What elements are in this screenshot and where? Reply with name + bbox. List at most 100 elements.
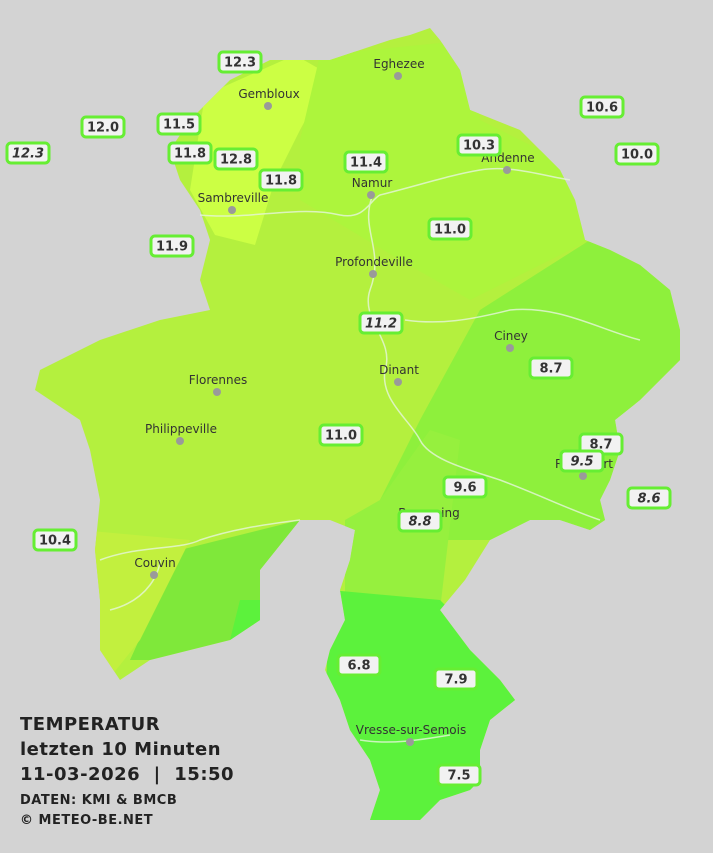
city-dot: [150, 571, 158, 579]
station-box: [397, 509, 443, 533]
city-label: Vresse-sur-Semois: [356, 723, 466, 737]
station-box: [336, 653, 382, 677]
station: 11.9: [149, 234, 195, 258]
station-value: 11.5: [163, 118, 195, 133]
station-value: 8.6: [637, 492, 660, 507]
station-value: 11.0: [434, 223, 466, 238]
river: [99, 519, 301, 561]
station-value: 10.4: [39, 534, 71, 549]
station-box: [442, 475, 488, 499]
station-box: [528, 356, 574, 380]
station-box: [156, 112, 202, 136]
station: 11.8: [258, 168, 304, 192]
station-box: [343, 150, 389, 174]
station-box: [318, 423, 364, 447]
city-label: Sambreville: [198, 191, 269, 205]
city-label: Profondeville: [335, 255, 413, 269]
city-label: Couvin: [134, 556, 175, 570]
station-box: [167, 141, 213, 165]
station: 7.9: [433, 667, 479, 691]
station: 12.3: [217, 50, 263, 74]
station-value: 11.9: [156, 240, 188, 255]
river: [404, 308, 641, 341]
station: 8.7: [528, 356, 574, 380]
station: 8.8: [397, 509, 443, 533]
station: 9.6: [442, 475, 488, 499]
river: [359, 734, 451, 743]
station-box: [456, 133, 502, 157]
station-box: [626, 486, 672, 510]
station-value: 9.5: [570, 455, 593, 470]
zone: [70, 530, 190, 690]
city-label: Ciney: [494, 329, 528, 343]
station: 12.8: [213, 147, 259, 171]
legend-source: DATEN: KMI & BMCB: [20, 793, 177, 808]
legend-copyright: © METEO-BE.NET: [20, 813, 153, 828]
station-value: 12.3: [12, 147, 44, 162]
station-box: [559, 449, 605, 473]
city-dot: [213, 388, 221, 396]
station-box: [213, 147, 259, 171]
city-dot: [579, 472, 587, 480]
station-box: [427, 217, 473, 241]
zone: [190, 55, 330, 245]
station-value: 11.8: [265, 174, 297, 189]
station: 10.3: [456, 133, 502, 157]
station: 8.7: [578, 432, 624, 456]
station-value: 6.8: [347, 659, 370, 674]
river: [109, 559, 161, 611]
station-box: [436, 763, 482, 787]
station-value: 8.7: [589, 438, 612, 453]
legend-subtitle: letzten 10 Minuten: [20, 739, 221, 760]
station-box: [80, 115, 126, 139]
station-value: 12.3: [224, 56, 256, 71]
station: 11.8: [167, 141, 213, 165]
city-dot: [367, 191, 375, 199]
station-box: [32, 528, 78, 552]
station-value: 11.4: [350, 156, 382, 171]
station-box: [614, 142, 660, 166]
station-box: [258, 168, 304, 192]
stations: 12.3 10.6 12.0 11.5 10.3 12.3 11.8 12.8 11.4 10.0…: [5, 50, 672, 787]
city-label: Dinant: [379, 363, 419, 377]
station: 9.5: [559, 449, 605, 473]
station-value: 7.9: [444, 673, 467, 688]
station-box: [358, 311, 404, 335]
city-dot: [264, 102, 272, 110]
city-label: Namur: [352, 176, 393, 190]
station-value: 12.8: [220, 153, 252, 168]
station-value: 10.6: [586, 101, 618, 116]
station: 12.3: [5, 141, 51, 165]
city-dot: [503, 166, 511, 174]
legend-timestamp: 11-03-2026 | 15:50: [20, 764, 234, 785]
city-label: Florennes: [189, 373, 247, 387]
station-box: [579, 95, 625, 119]
station: 11.0: [318, 423, 364, 447]
city-dot: [394, 378, 402, 386]
city-dot: [176, 437, 184, 445]
station-box: [149, 234, 195, 258]
station: 8.6: [626, 486, 672, 510]
station-value: 9.6: [453, 481, 476, 496]
city-label: Gembloux: [238, 87, 299, 101]
station: 10.4: [32, 528, 78, 552]
station-value: 11.2: [365, 317, 397, 332]
station-box: [433, 667, 479, 691]
zone: [300, 40, 590, 300]
city-dot: [394, 72, 402, 80]
city-label: Philippeville: [145, 422, 217, 436]
station-value: 12.0: [87, 121, 119, 136]
city-dot: [228, 206, 236, 214]
station-box: [217, 50, 263, 74]
legend-title: TEMPERATUR: [20, 714, 160, 735]
station-value: 8.7: [539, 362, 562, 377]
city-label: Eghezee: [373, 57, 424, 71]
station-value: 11.0: [325, 429, 357, 444]
city-dot: [406, 738, 414, 746]
city-dot: [369, 270, 377, 278]
station: 11.4: [343, 150, 389, 174]
station-value: 11.8: [174, 147, 206, 162]
station: 7.5: [436, 763, 482, 787]
station-box: [5, 141, 51, 165]
